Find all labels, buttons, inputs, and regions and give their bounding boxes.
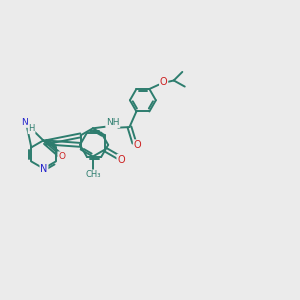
Text: O: O [117, 154, 125, 165]
Text: H: H [28, 124, 35, 133]
Text: N: N [40, 164, 48, 173]
Text: N: N [22, 118, 28, 127]
Text: O: O [160, 77, 167, 87]
Text: O: O [134, 140, 141, 150]
Text: O: O [58, 152, 65, 161]
Text: CH₃: CH₃ [85, 170, 100, 179]
Text: NH: NH [106, 118, 120, 127]
